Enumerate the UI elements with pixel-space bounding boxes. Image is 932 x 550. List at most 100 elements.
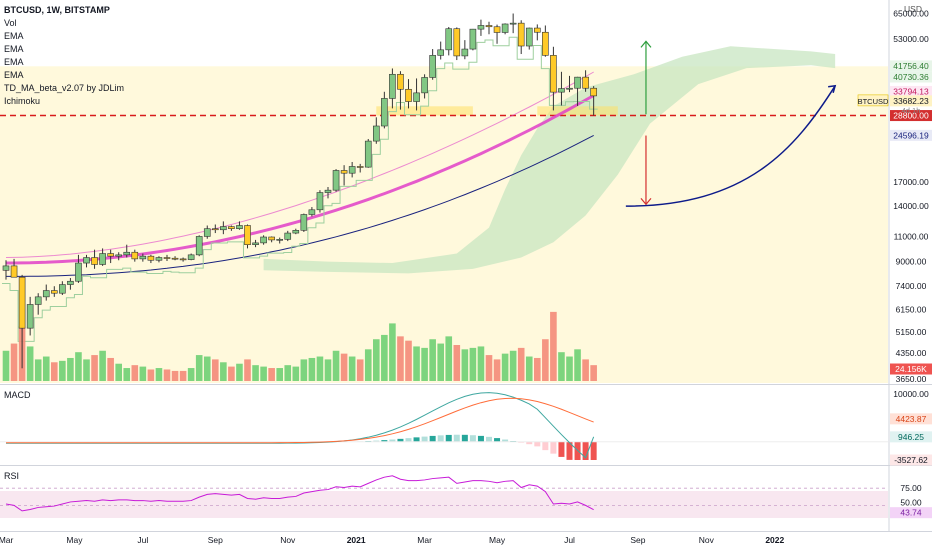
volume-bar: [195, 355, 203, 381]
macd-histogram-bar: [429, 435, 436, 442]
macd-histogram-bar: [502, 439, 509, 442]
volume-bar: [187, 368, 195, 381]
volume-bar: [107, 357, 114, 381]
volume-bar: [550, 311, 557, 381]
volume-bar: [582, 359, 589, 381]
candle-body: [252, 242, 259, 245]
projection-curve-head: [828, 84, 837, 93]
symbol-tag-label: BTCUSD: [858, 97, 889, 106]
macd-tag: [890, 454, 932, 466]
legend-indicator[interactable]: TD_MA_beta_v2.07 by JDLim: [4, 83, 125, 93]
volume-bar: [10, 343, 18, 381]
candle-body: [340, 170, 348, 174]
price-axis-label: 4350.00: [896, 348, 927, 358]
candle-body: [212, 228, 219, 231]
time-axis-label: 2022: [765, 535, 784, 545]
candle: [397, 71, 404, 110]
countdown-label: 4d 1h: [902, 106, 921, 115]
time-axis-label: Mar: [417, 535, 432, 545]
candle-body: [228, 226, 235, 229]
legend-indicator[interactable]: EMA: [4, 70, 24, 80]
volume-bar: [268, 368, 275, 381]
candle: [244, 224, 251, 249]
volume-bar: [373, 339, 380, 381]
legend-indicator[interactable]: Vol: [4, 18, 17, 28]
volume-bar: [590, 365, 597, 381]
candle-body: [42, 290, 50, 298]
volume-bar: [421, 347, 428, 381]
price-axis-label: 33682.23: [893, 96, 929, 106]
arrow-down-head: [640, 197, 652, 206]
volume-bar: [429, 339, 436, 381]
volume-bar: [542, 339, 549, 381]
macd-tag: [890, 431, 932, 443]
price-tag: [890, 110, 932, 122]
candle-body: [493, 26, 501, 33]
candle-body: [574, 76, 581, 89]
candle: [550, 46, 557, 111]
rsi-axis-label: 75.00: [900, 483, 922, 493]
candle: [75, 254, 82, 283]
volume-bar: [348, 356, 356, 381]
legend-indicator[interactable]: EMA: [4, 57, 24, 67]
time-axis-label: Sep: [208, 535, 223, 545]
candle: [171, 256, 179, 261]
volume-bar: [123, 368, 131, 381]
macd-histogram-bar: [582, 441, 589, 460]
volume-bar: [517, 347, 525, 381]
price-axis-label: 5150.00: [896, 327, 927, 337]
candle: [220, 221, 227, 235]
currency-label: USD: [904, 4, 922, 14]
volume-bar: [566, 356, 573, 381]
price-axis-label: 9000.00: [896, 257, 927, 267]
candle: [83, 254, 90, 268]
macd-line: [6, 392, 595, 459]
volume-bar: [75, 352, 82, 381]
candle: [405, 79, 412, 109]
volume-bar: [405, 340, 412, 381]
highlight-band: [0, 66, 888, 383]
volume-bar: [276, 368, 283, 381]
candle-body: [123, 251, 131, 256]
candle-body: [276, 239, 284, 241]
volume-bar: [83, 359, 90, 381]
legend-indicator[interactable]: EMA: [4, 31, 24, 41]
candle-body: [590, 87, 597, 97]
candle-body: [115, 254, 122, 257]
candle: [356, 163, 364, 173]
candle-body: [99, 253, 106, 265]
volume-bar: [26, 346, 34, 381]
volume-bar: [445, 336, 453, 381]
volume-bar: [381, 334, 388, 381]
macd-histogram-bar: [590, 441, 597, 460]
volume-bar: [260, 366, 267, 381]
candle: [340, 165, 348, 186]
volume-bar: [461, 349, 469, 381]
macd-histogram-bar: [494, 438, 501, 442]
volume-bar: [51, 362, 58, 381]
volume-bar: [284, 365, 292, 381]
candle: [501, 23, 509, 35]
price-axis-label: 40730.36: [893, 72, 929, 82]
volume-bar: [34, 359, 42, 381]
volume-bar: [316, 356, 324, 381]
candle-body: [501, 23, 509, 33]
candle-body: [163, 257, 171, 259]
legend-indicator[interactable]: Ichimoku: [4, 96, 41, 106]
candle-body: [477, 25, 485, 30]
volume-bar: [340, 353, 348, 381]
candle: [469, 28, 477, 51]
candle-body: [364, 140, 372, 168]
volume-bar: [236, 363, 243, 381]
candle: [364, 138, 372, 168]
candle-body: [566, 87, 573, 90]
candle-body: [389, 73, 396, 99]
volume-bar: [155, 368, 163, 381]
candle-body: [372, 125, 380, 142]
time-axis-label: Sep: [630, 535, 645, 545]
volume-bar: [2, 350, 10, 381]
candle-body: [260, 236, 267, 244]
candle-body: [381, 98, 388, 127]
legend-indicator[interactable]: EMA: [4, 44, 24, 54]
